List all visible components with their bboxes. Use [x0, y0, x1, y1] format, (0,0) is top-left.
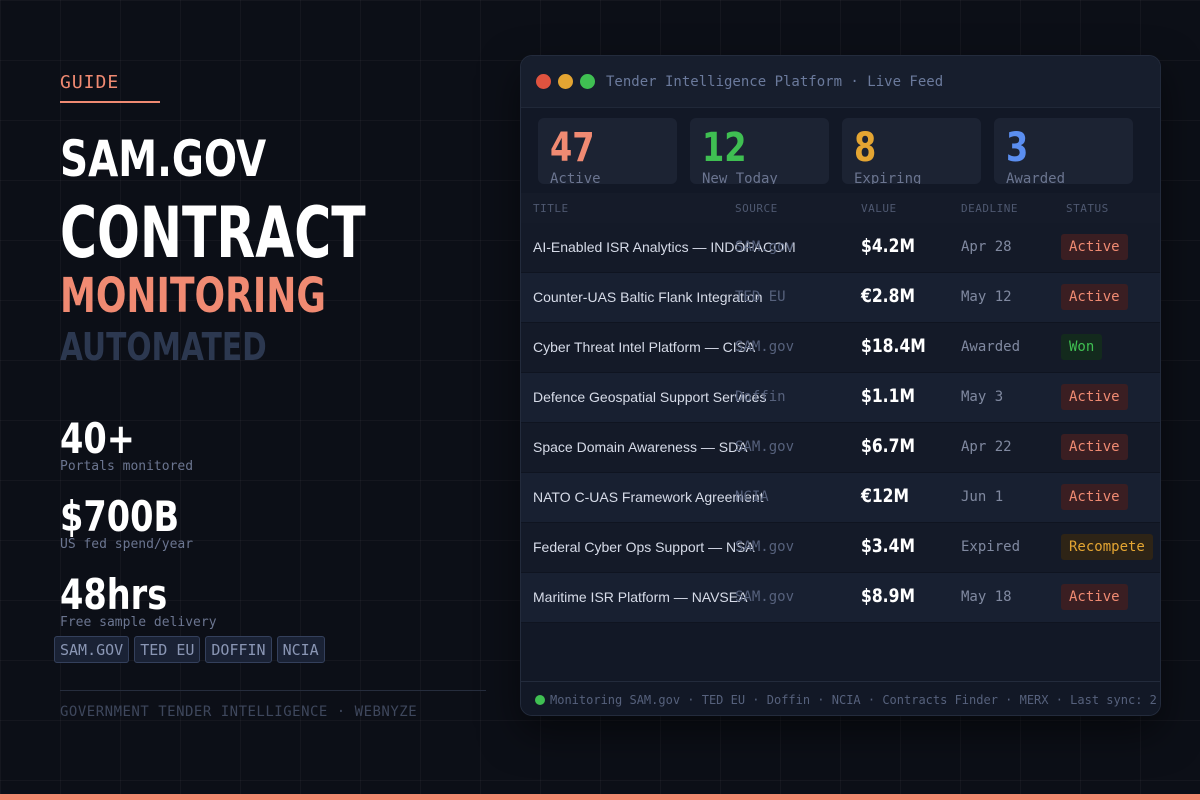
tender-deadline: Awarded: [961, 339, 1021, 355]
tender-deadline: Jun 1: [961, 489, 1004, 505]
tender-source: SAM.gov: [735, 589, 795, 605]
headline-line-2: CONTRACT: [60, 192, 366, 274]
tender-source: TED EU: [735, 289, 786, 305]
tender-source: SAM.gov: [735, 339, 795, 355]
table-row[interactable]: Cyber Threat Intel Platform — CISA SAM.go…: [521, 323, 1160, 373]
status-badge: Recompete: [1061, 534, 1153, 560]
column-header-value[interactable]: VALUE: [861, 202, 897, 215]
kpi-card-awarded[interactable]: 3 Awarded: [994, 118, 1133, 184]
tender-value: €2.8M: [861, 285, 915, 307]
tender-title: Counter-UAS Baltic Flank Integration: [533, 289, 763, 305]
divider: [60, 690, 486, 691]
headline-line-1: SAM.GOV: [60, 130, 267, 188]
eyebrow-label: GUIDE: [60, 72, 120, 93]
kpi-label: Awarded: [1006, 171, 1066, 184]
headline-line-3: MONITORING: [60, 268, 326, 324]
kpi-value: 3: [1006, 125, 1029, 171]
tender-deadline: Apr 22: [961, 439, 1012, 455]
portal-chips: SAM.GOV TED EU DOFFIN NCIA: [54, 636, 325, 663]
tender-title: Defence Geospatial Support Services: [533, 389, 767, 405]
status-badge: Active: [1061, 584, 1128, 610]
status-badge: Active: [1061, 484, 1128, 510]
live-status-icon: [535, 695, 545, 705]
table-header: TITLE SOURCE VALUE DEADLINE STATUS: [521, 193, 1160, 223]
column-header-title[interactable]: TITLE: [533, 202, 569, 215]
table-row[interactable]: Counter-UAS Baltic Flank Integration TED …: [521, 273, 1160, 323]
kpi-card-active[interactable]: 47 Active: [538, 118, 677, 184]
table-row[interactable]: NATO C-UAS Framework Agreement NCIA €12M Ju…: [521, 473, 1160, 523]
tender-platform-window: Tender Intelligence Platform · Live Feed…: [520, 55, 1161, 716]
tender-deadline: Expired: [961, 539, 1021, 555]
tender-source: Doffin: [735, 389, 786, 405]
tender-title: AI-Enabled ISR Analytics — INDOPACOM: [533, 239, 796, 255]
tender-deadline: May 18: [961, 589, 1012, 605]
portal-chip: SAM.GOV: [54, 636, 130, 663]
tender-source: SAM.gov: [735, 539, 795, 555]
table-row[interactable]: Defence Geospatial Support Services Doffi…: [521, 373, 1160, 423]
kpi-card-expiring[interactable]: 8 Expiring: [842, 118, 981, 184]
kpi-label: New Today: [702, 171, 778, 184]
tender-title: Cyber Threat Intel Platform — CISA: [533, 339, 756, 355]
table-row[interactable]: Federal Cyber Ops Support — NSA SAM.gov $3…: [521, 523, 1160, 573]
brand-footer: GOVERNMENT TENDER INTELLIGENCE · WEBNYZE: [60, 704, 418, 720]
table-row[interactable]: Maritime ISR Platform — NAVSEA SAM.gov $8.…: [521, 573, 1160, 623]
tender-deadline: May 3: [961, 389, 1004, 405]
status-badge: Active: [1061, 234, 1128, 260]
window-titlebar: Tender Intelligence Platform · Live Feed: [521, 56, 1160, 108]
status-badge: Won: [1061, 334, 1103, 360]
tender-title: Maritime ISR Platform — NAVSEA: [533, 589, 748, 605]
maximize-window-button[interactable]: [580, 74, 595, 89]
accent-bar: [0, 794, 1200, 800]
stat-label: Portals monitored: [60, 459, 194, 474]
eyebrow-underline: [60, 101, 160, 103]
minimize-window-button[interactable]: [558, 74, 573, 89]
tender-table-body: AI-Enabled ISR Analytics — INDOPACOM SAM.…: [521, 223, 1160, 623]
close-window-button[interactable]: [536, 74, 551, 89]
kpi-value: 12: [702, 125, 747, 171]
kpi-label: Expiring: [854, 171, 922, 184]
portal-chip: NCIA: [276, 636, 325, 663]
sync-status-text: Monitoring SAM.gov · TED EU · Doffin · N…: [550, 693, 1161, 707]
tender-value: $4.2M: [861, 235, 915, 257]
status-footer: Monitoring SAM.gov · TED EU · Doffin · N…: [521, 681, 1161, 715]
table-row[interactable]: Space Domain Awareness — SDA SAM.gov $6.7M…: [521, 423, 1160, 473]
stat-label: Free sample delivery: [60, 615, 217, 630]
tender-value: $6.7M: [861, 435, 915, 457]
kpi-label: Active: [550, 171, 601, 184]
portal-chip: TED EU: [134, 636, 201, 663]
stat-value: 48hrs: [60, 570, 168, 619]
column-header-status[interactable]: STATUS: [1066, 202, 1109, 215]
tender-title: Space Domain Awareness — SDA: [533, 439, 748, 455]
tender-title: NATO C-UAS Framework Agreement: [533, 489, 764, 505]
tender-source: SAM.gov: [735, 439, 795, 455]
tender-source: NCIA: [735, 489, 769, 505]
kpi-value: 47: [550, 125, 595, 171]
column-header-source[interactable]: SOURCE: [735, 202, 778, 215]
table-row[interactable]: AI-Enabled ISR Analytics — INDOPACOM SAM.…: [521, 223, 1160, 273]
column-header-deadline[interactable]: DEADLINE: [961, 202, 1018, 215]
kpi-value: 8: [854, 125, 877, 171]
stat-label: US fed spend/year: [60, 537, 194, 552]
portal-chip: DOFFIN: [205, 636, 272, 663]
status-badge: Active: [1061, 434, 1128, 460]
tender-value: €12M: [861, 485, 910, 507]
tender-value: $3.4M: [861, 535, 915, 557]
tender-value: $8.9M: [861, 585, 915, 607]
headline-line-4: AUTOMATED: [60, 325, 267, 369]
tender-title: Federal Cyber Ops Support — NSA: [533, 539, 755, 555]
tender-deadline: Apr 28: [961, 239, 1012, 255]
stat-value: $700B: [60, 492, 180, 541]
window-title: Tender Intelligence Platform · Live Feed: [606, 74, 944, 90]
status-badge: Active: [1061, 384, 1128, 410]
status-badge: Active: [1061, 284, 1128, 310]
kpi-cards: 47 Active 12 New Today 8 Expiring 3 Awar…: [538, 118, 1133, 184]
tender-value: $1.1M: [861, 385, 915, 407]
kpi-card-new-today[interactable]: 12 New Today: [690, 118, 829, 184]
tender-source: SAM.gov: [735, 239, 795, 255]
tender-deadline: May 12: [961, 289, 1012, 305]
stat-value: 40+: [60, 414, 135, 463]
tender-value: $18.4M: [861, 335, 926, 357]
